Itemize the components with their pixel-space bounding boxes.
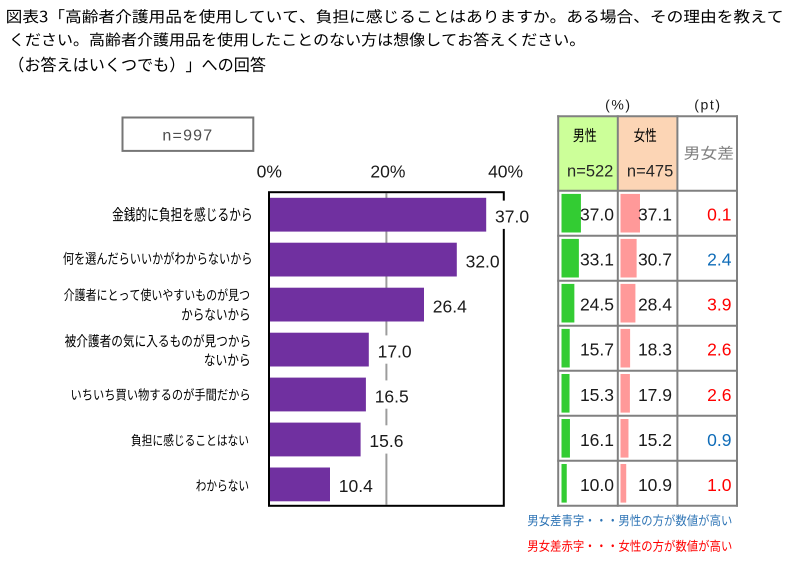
svg-text:n=475: n=475: [627, 162, 673, 180]
svg-text:0%: 0%: [257, 162, 282, 182]
svg-text:28.4: 28.4: [638, 295, 672, 315]
svg-text:3.9: 3.9: [707, 295, 731, 315]
svg-text:33.1: 33.1: [580, 250, 614, 270]
svg-text:10.9: 10.9: [638, 475, 672, 495]
svg-text:37.1: 37.1: [638, 205, 672, 225]
svg-text:2.6: 2.6: [707, 340, 731, 360]
svg-text:17.0: 17.0: [378, 341, 412, 361]
svg-text:24.5: 24.5: [580, 295, 614, 315]
svg-text:10.0: 10.0: [580, 475, 614, 495]
svg-text:40%: 40%: [488, 162, 523, 182]
svg-text:37.0: 37.0: [495, 207, 529, 227]
svg-text:18.3: 18.3: [638, 340, 672, 360]
svg-text:26.4: 26.4: [433, 296, 467, 316]
svg-text:15.7: 15.7: [580, 340, 614, 360]
svg-text:15.2: 15.2: [638, 430, 672, 450]
svg-text:n=522: n=522: [567, 162, 613, 180]
svg-text:2.6: 2.6: [707, 385, 731, 405]
svg-text:0.9: 0.9: [707, 430, 731, 450]
svg-text:20%: 20%: [370, 162, 405, 182]
svg-text:15.6: 15.6: [369, 431, 403, 451]
svg-text:0.1: 0.1: [707, 205, 731, 225]
svg-text:32.0: 32.0: [466, 251, 500, 271]
svg-text:2.4: 2.4: [707, 250, 732, 270]
svg-text:n=997: n=997: [162, 127, 213, 144]
svg-text:(%): (%): [605, 97, 632, 113]
svg-text:37.0: 37.0: [580, 205, 614, 225]
svg-text:(pt): (pt): [694, 97, 721, 113]
svg-text:17.9: 17.9: [638, 385, 672, 405]
svg-text:15.3: 15.3: [580, 385, 614, 405]
svg-text:10.4: 10.4: [339, 476, 373, 496]
svg-text:16.1: 16.1: [580, 430, 614, 450]
svg-text:30.7: 30.7: [638, 250, 672, 270]
svg-text:16.5: 16.5: [375, 386, 409, 406]
svg-text:1.0: 1.0: [707, 475, 732, 495]
